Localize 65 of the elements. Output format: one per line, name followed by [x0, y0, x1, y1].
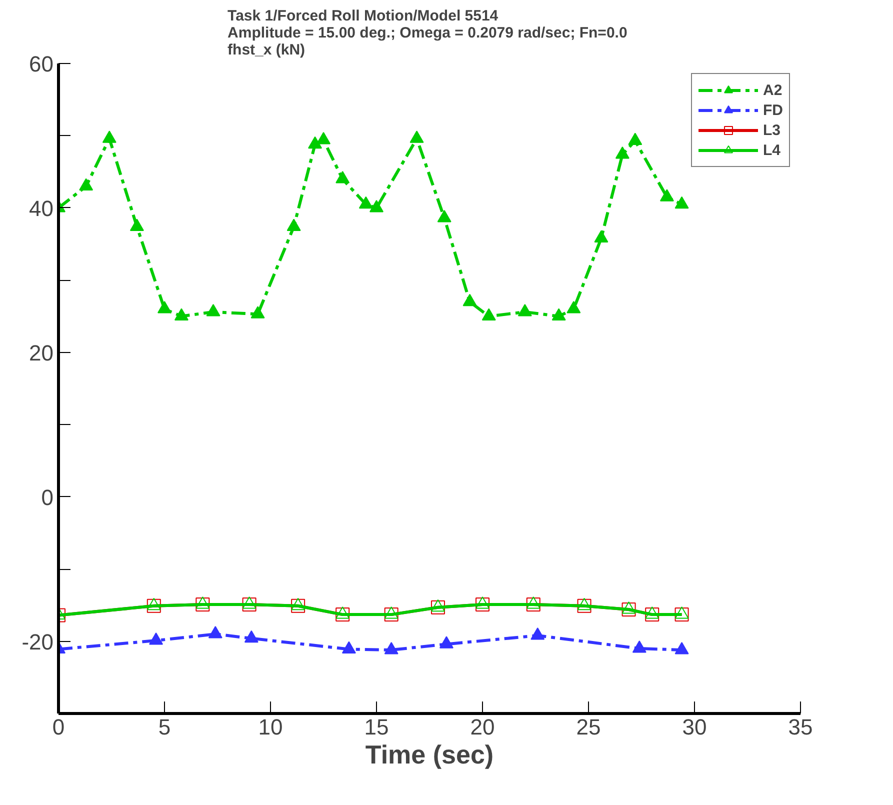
x-tick-label: 35: [788, 714, 813, 740]
point: [370, 200, 384, 212]
y-tick-label: 0: [41, 484, 54, 510]
point: [674, 196, 689, 209]
point: [196, 596, 210, 609]
point: [462, 294, 477, 306]
point: [674, 606, 689, 619]
point: [577, 598, 592, 610]
point: [482, 308, 496, 321]
y-tick-label: 20: [29, 340, 54, 366]
point: [566, 301, 581, 314]
point: [384, 606, 398, 619]
point: [439, 636, 454, 648]
point: [674, 642, 689, 654]
point: [158, 301, 172, 314]
point: [552, 308, 566, 321]
x-tick-label: 25: [576, 714, 601, 740]
y-tick-label: 40: [29, 196, 54, 221]
x-tick-label: 10: [258, 714, 283, 740]
legend-label: A2: [763, 82, 783, 98]
point: [250, 306, 265, 318]
point: [206, 304, 220, 316]
point: [174, 308, 188, 321]
point: [660, 189, 674, 202]
point: [430, 599, 445, 612]
point: [79, 178, 94, 191]
point: [102, 130, 116, 143]
point: [645, 606, 660, 619]
point: [316, 132, 330, 144]
point: [476, 596, 490, 609]
point: [530, 627, 545, 640]
point: [518, 304, 532, 316]
point: [526, 596, 540, 609]
point: [622, 601, 636, 614]
legend-label: L4: [763, 142, 782, 158]
legend-label: FD: [763, 102, 783, 118]
point: [336, 171, 350, 184]
point: [286, 218, 301, 231]
point: [242, 596, 256, 609]
point: [437, 210, 452, 222]
chart-title: Task 1/Forced Roll Motion/Model 5514 Amplitude = 15.00 deg.; Omega = 0.2079 rad/sec; Fn=0.0 fhst_x (kN): [228, 8, 628, 58]
point: [615, 146, 630, 159]
point: [384, 642, 398, 654]
point: [308, 136, 322, 149]
point: [342, 641, 356, 654]
point: [594, 230, 608, 243]
point: [336, 606, 350, 619]
point: [291, 598, 306, 610]
point: [146, 598, 161, 610]
y-tick-label: 60: [29, 52, 54, 76]
point: [149, 632, 164, 645]
x-tick-label: 30: [682, 714, 707, 740]
point: [632, 640, 646, 653]
point: [244, 630, 258, 643]
point: [130, 218, 144, 231]
x-tick-label: 20: [470, 714, 495, 740]
point: [628, 132, 642, 146]
legend-label: L3: [763, 122, 782, 138]
point: [358, 196, 373, 209]
x-tick-label: 5: [158, 714, 171, 740]
x-tick-label: 15: [364, 714, 389, 740]
point: [410, 130, 424, 143]
point: [208, 626, 222, 638]
y-tick-label: -20: [22, 629, 54, 654]
x-axis-title: Time (sec): [365, 740, 494, 770]
